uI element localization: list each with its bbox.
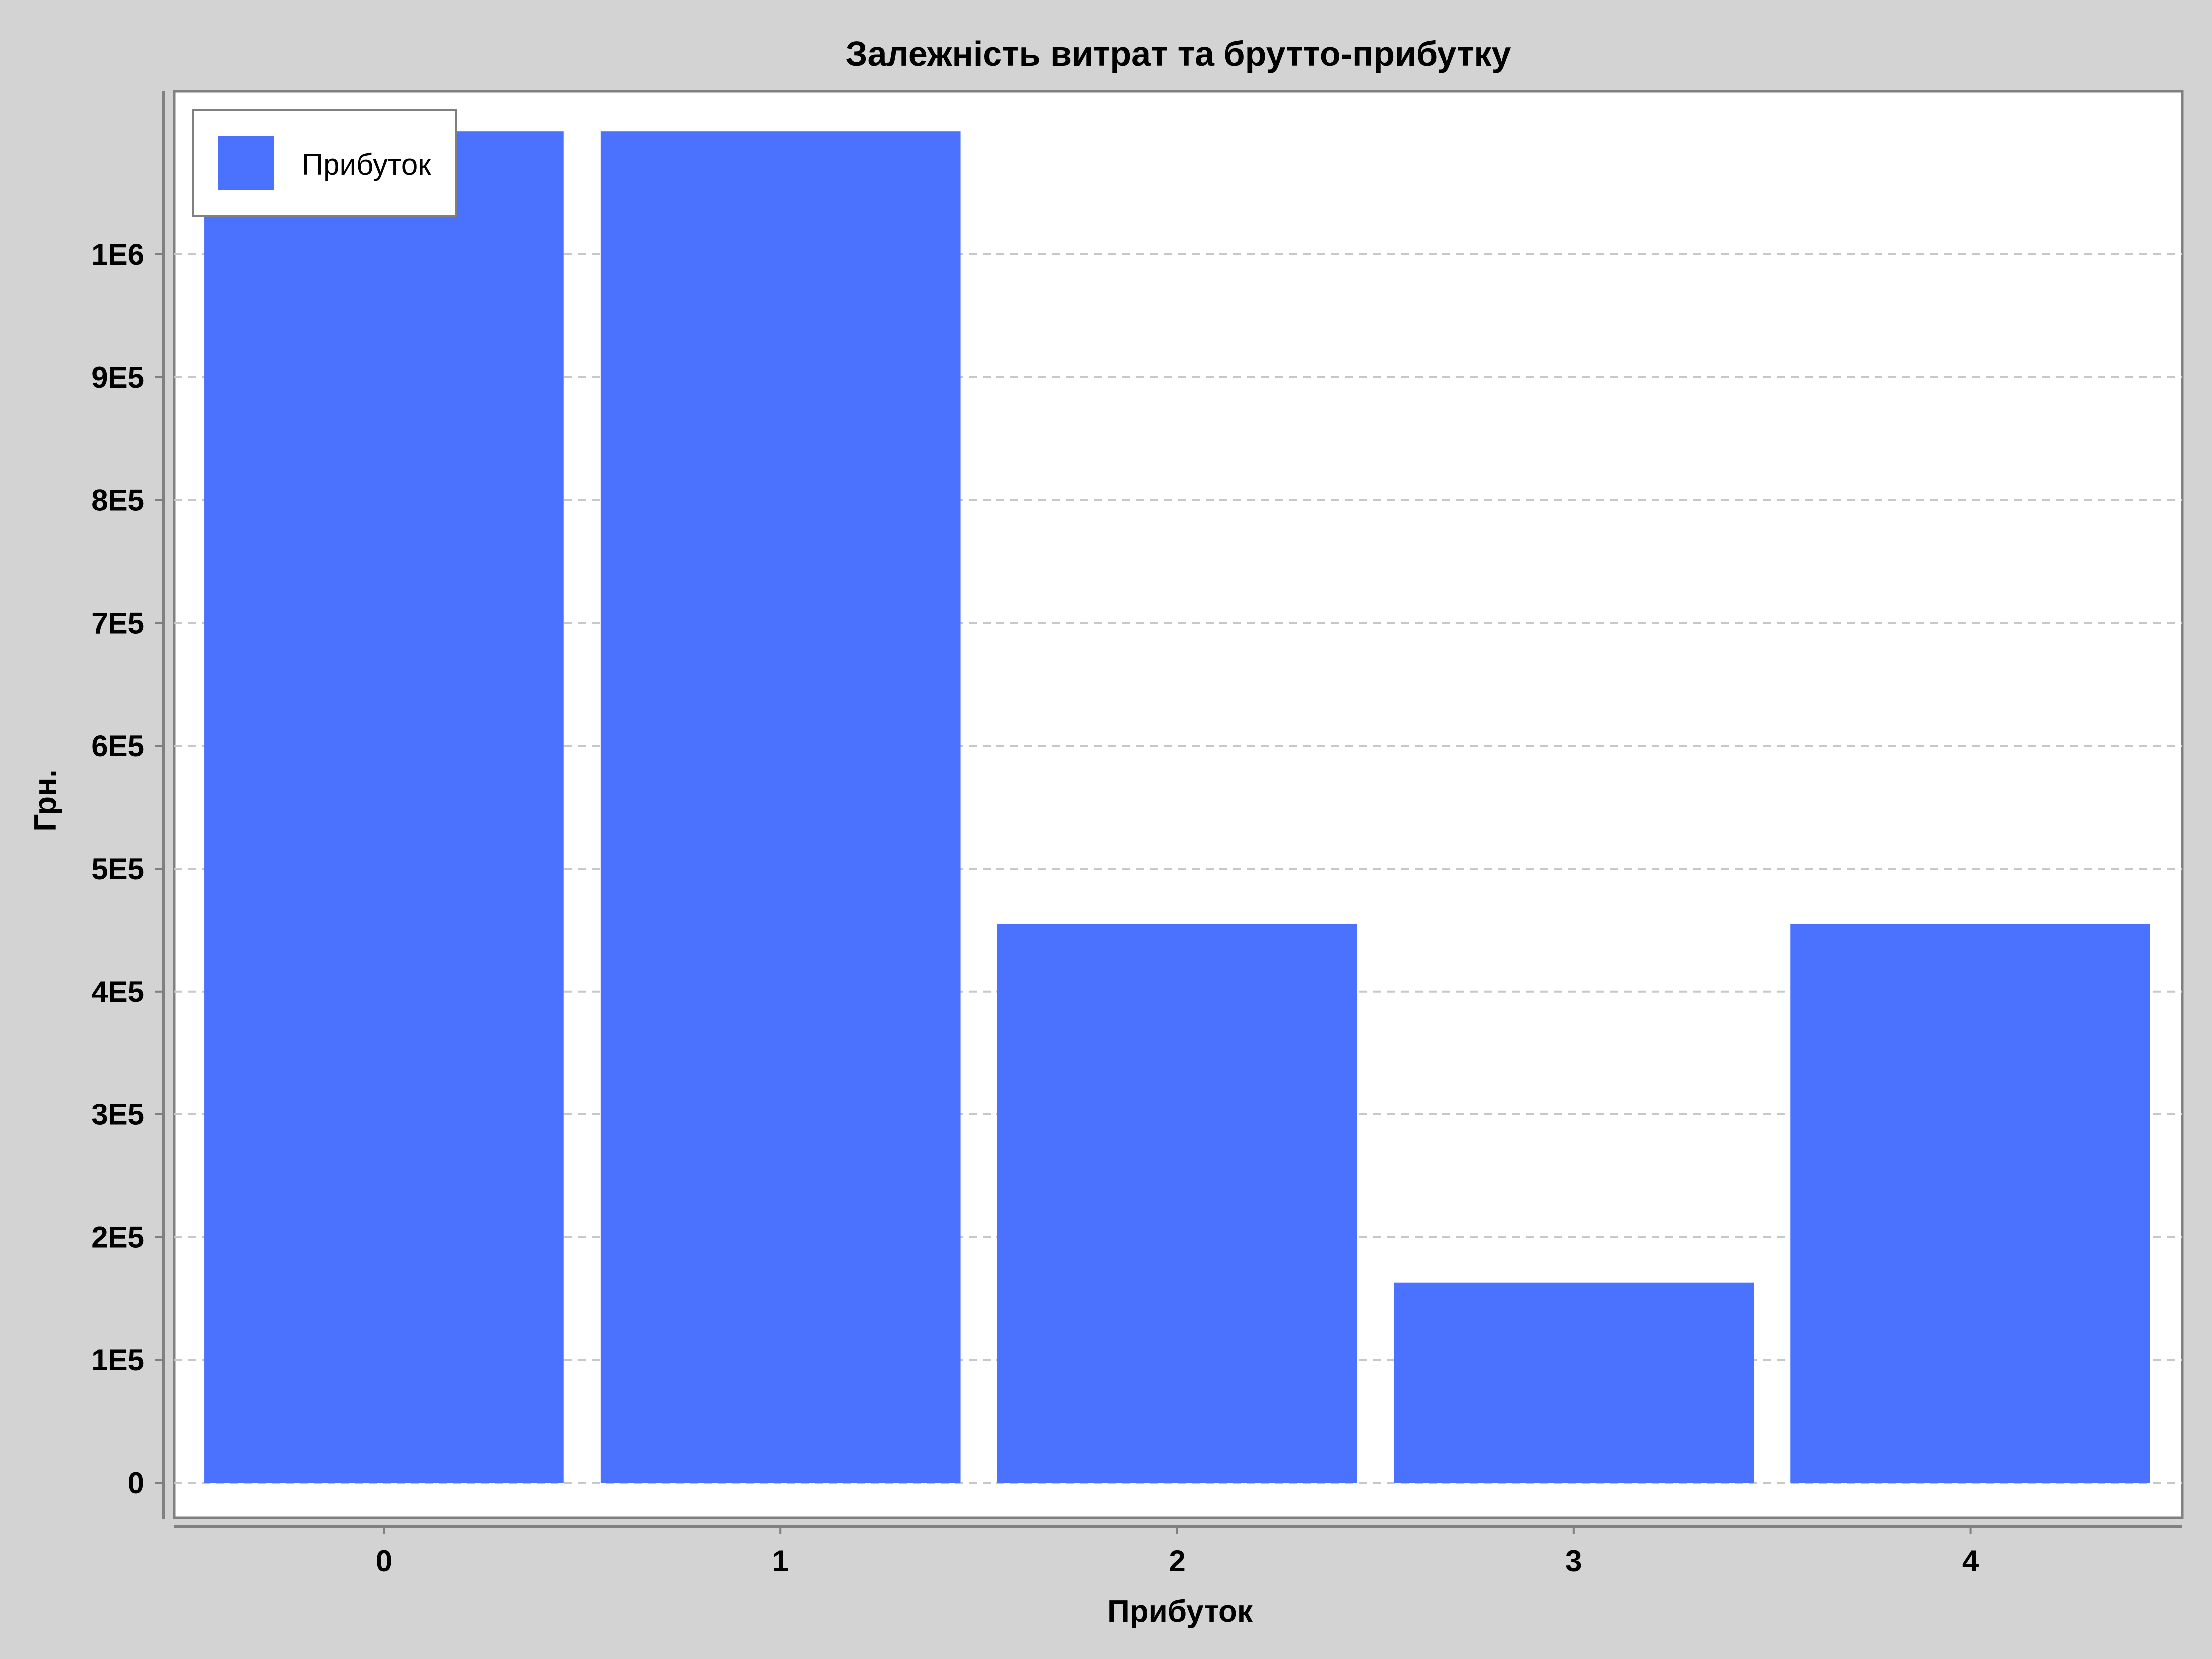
y-tick-label: 5E5 [91,852,144,885]
x-axis-ticks: 0 1 2 3 4 [376,1526,1979,1578]
y-tick-label: 6E5 [91,729,144,763]
legend-swatch [218,136,274,190]
bars [204,131,2150,1483]
y-tick-label: 1E5 [91,1343,144,1377]
bar [1790,924,2150,1483]
y-tick-label: 0 [128,1466,144,1500]
x-tick-label: 0 [376,1545,392,1578]
bar [204,131,564,1483]
x-tick-label: 1 [773,1545,789,1578]
bar [997,924,1357,1483]
legend: Прибуток [192,109,457,217]
y-tick-label: 1E6 [91,238,144,271]
x-tick-label: 4 [1962,1545,1979,1578]
y-tick-label: 3E5 [91,1098,144,1131]
y-axis-ticks: 0 1E5 2E5 3E5 4E5 5E5 6E5 7E5 8E5 9E5 1E6 [91,238,163,1500]
legend-label: Прибуток [302,148,431,181]
y-tick-label: 7E5 [91,606,144,640]
bar [1394,1282,1754,1483]
y-tick-label: 8E5 [91,484,144,517]
x-axis-label: Прибуток [1107,1594,1253,1629]
x-tick-label: 3 [1565,1545,1582,1578]
y-axis-label: Грн. [28,769,63,831]
x-tick-label: 2 [1169,1545,1185,1578]
bar [600,131,961,1483]
y-tick-label: 9E5 [91,361,144,394]
chart-title: Залежність витрат та брутто-прибутку [846,34,1511,73]
y-tick-label: 4E5 [91,975,144,1008]
legend-box [192,109,457,217]
y-tick-label: 2E5 [91,1220,144,1254]
